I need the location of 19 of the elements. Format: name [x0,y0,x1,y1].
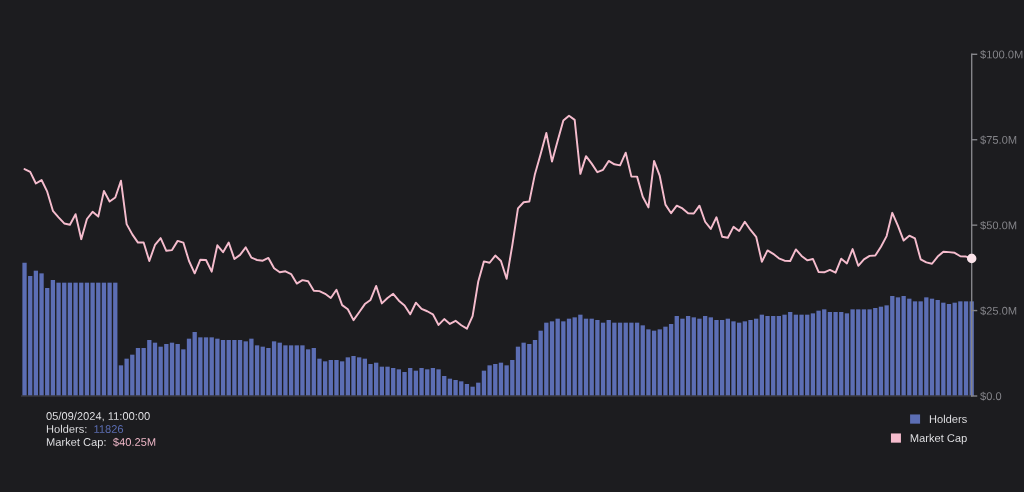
text: 05/09/2024, 11:00:00 [46,411,150,422]
bar [929,298,935,396]
y-tick-label: $50.0M [980,220,1017,230]
bar [169,342,175,396]
bar [946,304,952,396]
bar [912,301,918,396]
bar [186,338,192,396]
y-tick-label: $25.0M [980,306,1017,316]
y-tick-label: $100.0M [980,50,1023,60]
bar [566,318,572,396]
y-tick-label: $0.0 [980,391,1002,401]
legend-label: Holders [929,414,967,423]
bar [532,340,538,396]
text: Market Cap: $40.25M [46,437,156,449]
legend-label: Market Cap [910,433,967,445]
y-tick-label: $75.0M [980,135,1017,145]
bar [549,321,555,396]
bar [152,342,158,396]
text: Holders: 11826 [46,424,124,433]
